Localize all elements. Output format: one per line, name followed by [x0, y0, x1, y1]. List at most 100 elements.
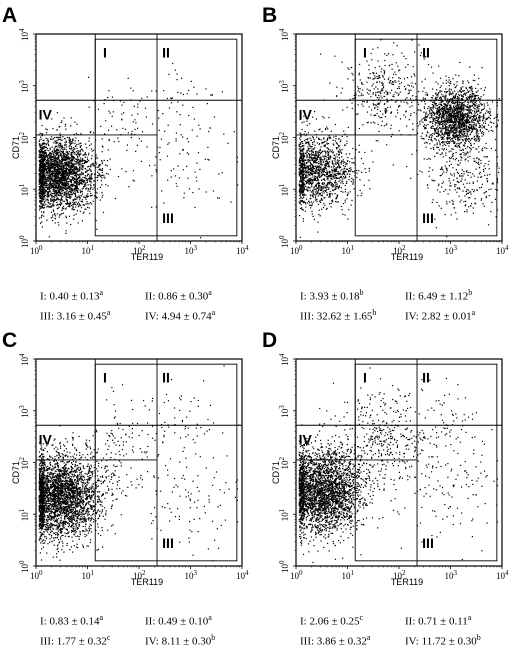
event-dot — [443, 141, 444, 142]
event-dot — [359, 92, 360, 93]
event-dot — [74, 160, 75, 161]
event-dot — [66, 144, 67, 145]
event-dot — [176, 111, 177, 112]
event-dot — [75, 137, 76, 138]
event-dot — [43, 204, 44, 205]
event-dot — [337, 160, 338, 161]
event-dot — [338, 146, 339, 147]
event-dot — [358, 95, 359, 96]
event-dot — [213, 190, 214, 191]
event-dot — [167, 144, 168, 145]
event-dot — [47, 173, 48, 174]
event-dot — [161, 190, 162, 191]
event-dot — [333, 170, 334, 171]
event-dot — [299, 145, 300, 146]
event-dot — [68, 164, 69, 165]
event-dot — [134, 106, 135, 107]
event-dot — [207, 103, 208, 104]
event-dot — [66, 166, 67, 167]
stat-pm: ± — [177, 291, 189, 303]
event-dot — [328, 162, 329, 163]
event-dot — [74, 153, 75, 154]
event-dot — [65, 198, 66, 199]
event-dot — [87, 203, 88, 204]
event-dot — [398, 81, 399, 82]
event-dot — [145, 108, 146, 109]
event-dot — [71, 149, 72, 150]
event-dot — [374, 78, 375, 79]
quadrant-label-iii: III — [162, 210, 174, 226]
event-dot — [53, 142, 54, 143]
event-dot — [318, 166, 319, 167]
event-dot — [370, 73, 371, 74]
event-dot — [458, 94, 459, 95]
event-dot — [167, 98, 168, 99]
event-dot — [137, 113, 138, 114]
event-dot — [299, 202, 300, 203]
event-dot — [338, 145, 339, 146]
event-dot — [370, 114, 371, 115]
event-dot — [176, 132, 177, 133]
event-dot — [340, 170, 341, 171]
event-dot — [87, 159, 88, 160]
event-dot — [80, 180, 81, 181]
event-dot — [77, 169, 78, 170]
event-dot — [384, 125, 385, 126]
event-dot — [102, 138, 103, 139]
event-dot — [418, 125, 419, 126]
event-dot — [379, 91, 380, 92]
event-dot — [315, 152, 316, 153]
event-dot — [74, 193, 75, 194]
event-dot — [89, 191, 90, 192]
event-dot — [70, 139, 71, 140]
event-dot — [303, 155, 304, 156]
event-dot — [74, 203, 75, 204]
event-dot — [41, 192, 42, 193]
event-dot — [328, 153, 329, 154]
event-dot — [76, 171, 77, 172]
event-dot — [362, 90, 363, 91]
event-dot — [341, 209, 342, 210]
event-dot — [91, 164, 92, 165]
event-dot — [73, 180, 74, 181]
event-dot — [414, 112, 415, 113]
event-dot — [54, 213, 55, 214]
event-dot — [56, 142, 57, 143]
event-dot — [71, 166, 72, 167]
event-dot — [59, 133, 60, 134]
event-dot — [377, 97, 378, 98]
event-dot — [59, 166, 60, 167]
event-dot — [90, 202, 91, 203]
event-dot — [405, 99, 406, 100]
event-dot — [78, 182, 79, 183]
event-dot — [360, 79, 361, 80]
event-dot — [40, 173, 41, 174]
event-dot — [299, 195, 300, 196]
event-dot — [368, 94, 369, 95]
event-dot — [102, 195, 103, 196]
event-dot — [310, 138, 311, 139]
event-dot — [305, 176, 306, 177]
event-dot — [390, 128, 391, 129]
event-dot — [56, 153, 57, 154]
event-dot — [341, 156, 342, 157]
event-dot — [344, 174, 345, 175]
gate-box — [95, 39, 237, 236]
event-dot — [125, 129, 126, 130]
event-dot — [313, 161, 314, 162]
event-dot — [53, 188, 54, 189]
event-dot — [58, 146, 59, 147]
event-dot — [302, 183, 303, 184]
event-dot — [77, 210, 78, 211]
event-dot — [329, 196, 330, 197]
event-dot — [48, 180, 49, 181]
event-dot — [415, 96, 416, 97]
event-dot — [381, 83, 382, 84]
event-dot — [87, 157, 88, 158]
event-dot — [108, 130, 109, 131]
event-dot — [70, 125, 71, 126]
event-dot — [313, 216, 314, 217]
event-dot — [41, 165, 42, 166]
event-dot — [57, 112, 58, 113]
